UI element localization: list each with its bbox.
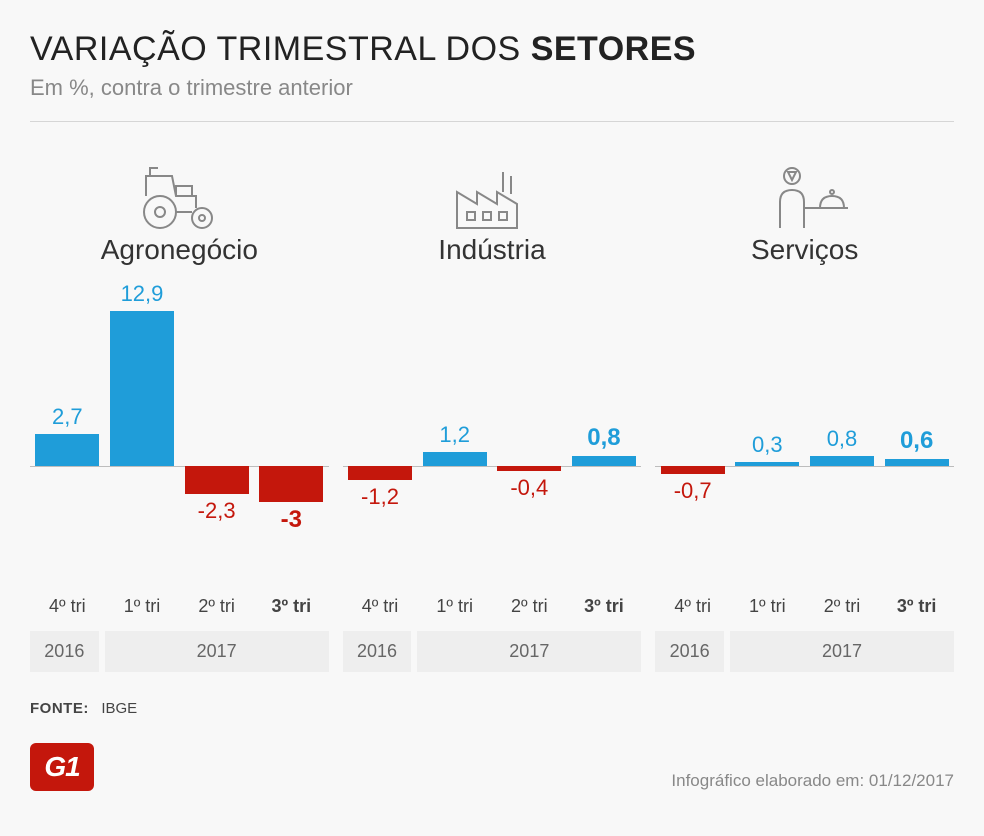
quarter-label: 3º tri [567, 596, 642, 617]
credit-text: Infográfico elaborado em: 01/12/2017 [671, 771, 954, 791]
title-prefix: VARIAÇÃO TRIMESTRAL DOS [30, 30, 531, 68]
quarter-label: 2º tri [492, 596, 567, 617]
bar-value-label: 0,8 [587, 424, 620, 452]
quarter-label: 2º tri [179, 596, 254, 617]
bar-col: 12,9 [105, 286, 180, 586]
title-bold: SETORES [531, 30, 696, 68]
bar [661, 466, 725, 474]
bar-col: -0,7 [655, 286, 730, 586]
factory-icon [449, 152, 535, 232]
year-2016: 2016 [343, 631, 418, 672]
bar-value-label: 0,8 [827, 426, 858, 452]
year-row: 2016 2017 [343, 631, 642, 672]
bar [259, 466, 323, 502]
quarter-label: 4º tri [30, 596, 105, 617]
bar-col: 0,8 [567, 286, 642, 586]
bar-col: -2,3 [179, 286, 254, 586]
bar-col: -0,4 [492, 286, 567, 586]
sector-label: Indústria [438, 234, 545, 266]
sector-label: Serviços [751, 234, 858, 266]
bar [885, 459, 949, 466]
bar [572, 456, 636, 466]
bar [497, 466, 561, 471]
chart-industria: -1,21,2-0,40,8 4º tri1º tri2º tri3º tri … [343, 286, 642, 672]
bar-value-label: -3 [281, 506, 302, 534]
bar-col: 0,6 [879, 286, 954, 586]
quarter-row: 4º tri1º tri2º tri3º tri [30, 596, 329, 617]
bar-value-label: -1,2 [361, 484, 399, 510]
panels: Agronegócio 2,712,9-2,3-3 4º tri1º tri2º… [30, 152, 954, 672]
year-2017: 2017 [417, 631, 641, 672]
quarter-label: 4º tri [343, 596, 418, 617]
panel-servicos: Serviços -0,7 0,3 0,8 0,6 4º tri1º tri2º tr… [655, 152, 954, 672]
bar-col: 1,2 [417, 286, 492, 586]
waiter-icon [762, 152, 848, 232]
quarter-label: 3º tri [254, 596, 329, 617]
bar-col: 0,3 [730, 286, 805, 586]
quarter-row: 4º tri1º tri2º tri3º tri [343, 596, 642, 617]
bar [348, 466, 412, 480]
quarter-label: 4º tri [655, 596, 730, 617]
tractor-icon [136, 152, 222, 232]
bar-value-label: -2,3 [198, 498, 236, 524]
bar-value-label: 12,9 [121, 281, 164, 307]
bar [110, 311, 174, 466]
source: FONTE: IBGE [30, 700, 954, 717]
chart-agronegocio: 2,7 12,9 -2,3 -3 4º tri1º tri2º tri3º tri 2… [30, 286, 329, 672]
quarter-label: 3º tri [879, 596, 954, 617]
bar [735, 462, 799, 466]
quarter-label: 1º tri [417, 596, 492, 617]
bar [810, 456, 874, 466]
year-2016: 2016 [30, 631, 105, 672]
logo: G1 [30, 743, 94, 791]
panel-industria: Indústria -1,2 1,2 -0,4 0,8 4º tri1º tri2º … [343, 152, 642, 672]
year-2017: 2017 [730, 631, 954, 672]
quarter-row: 4º tri1º tri2º tri3º tri [655, 596, 954, 617]
bar-value-label: 2,7 [52, 404, 83, 430]
year-row: 2016 2017 [30, 631, 329, 672]
year-2017: 2017 [105, 631, 329, 672]
sector-label: Agronegócio [101, 234, 258, 266]
bar [423, 452, 487, 466]
bar-col: -3 [254, 286, 329, 586]
year-2016: 2016 [655, 631, 730, 672]
chart-servicos: -0,7 0,3 0,8 0,6 4º tri1º tri2º tri3º tri 2… [655, 286, 954, 672]
bar-value-label: 1,2 [439, 422, 470, 448]
panel-agronegocio: Agronegócio 2,7 12,9 -2,3 -3 4º tri1º tri2º… [30, 152, 329, 672]
subtitle: Em %, contra o trimestre anterior [30, 75, 954, 101]
year-row: 2016 2017 [655, 631, 954, 672]
footer: G1 Infográfico elaborado em: 01/12/2017 [30, 743, 954, 791]
bar [185, 466, 249, 494]
bar-col: 2,7 [30, 286, 105, 586]
bar-col: 0,8 [805, 286, 880, 586]
source-label: FONTE: [30, 700, 89, 717]
bar-value-label: -0,4 [510, 475, 548, 501]
bar-col: -1,2 [343, 286, 418, 586]
bar-value-label: 0,3 [752, 432, 783, 458]
quarter-label: 2º tri [805, 596, 880, 617]
divider [30, 121, 954, 122]
quarter-label: 1º tri [730, 596, 805, 617]
quarter-label: 1º tri [105, 596, 180, 617]
bar-value-label: -0,7 [674, 478, 712, 504]
bar-value-label: 0,6 [900, 427, 933, 455]
page-title: VARIAÇÃO TRIMESTRAL DOS SETORES [30, 30, 954, 69]
bar [35, 434, 99, 466]
source-value: IBGE [101, 700, 137, 717]
